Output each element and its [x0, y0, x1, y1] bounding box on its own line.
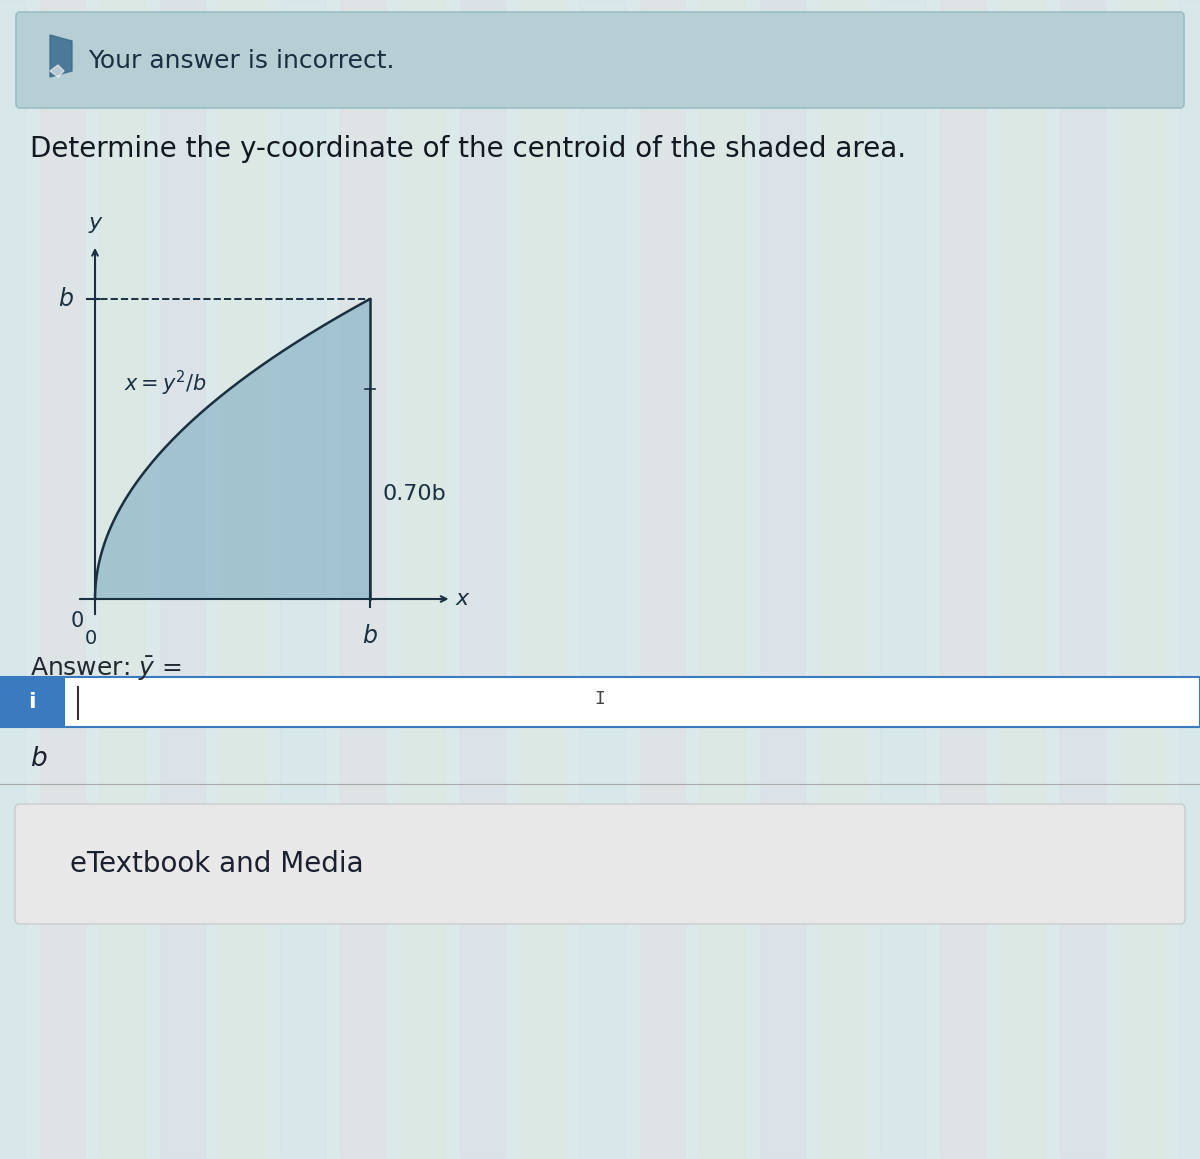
Bar [940, 0, 985, 1159]
Bar [1180, 0, 1200, 1159]
Bar [460, 0, 505, 1159]
Polygon shape [95, 299, 370, 599]
Text: y: y [89, 213, 102, 233]
FancyBboxPatch shape [0, 677, 1200, 727]
Bar [160, 0, 205, 1159]
Bar [1120, 0, 1165, 1159]
Bar [640, 0, 685, 1159]
Bar [700, 0, 745, 1159]
Bar [880, 0, 925, 1159]
Text: b: b [362, 624, 378, 648]
FancyBboxPatch shape [0, 677, 65, 727]
Text: 0: 0 [71, 611, 84, 630]
Text: x: x [455, 589, 468, 608]
Polygon shape [50, 65, 64, 76]
Bar [580, 0, 625, 1159]
Text: i: i [28, 692, 36, 712]
Bar [520, 0, 565, 1159]
Text: 0: 0 [85, 629, 97, 648]
Bar [1000, 0, 1045, 1159]
Bar [280, 0, 325, 1159]
Text: $x=y^2/b$: $x=y^2/b$ [125, 369, 208, 398]
FancyBboxPatch shape [14, 804, 1186, 924]
Bar [820, 0, 865, 1159]
Text: Answer: $\bar{y}$ =: Answer: $\bar{y}$ = [30, 655, 181, 683]
Text: Your answer is incorrect.: Your answer is incorrect. [88, 49, 395, 73]
Text: I: I [594, 690, 606, 708]
Text: Determine the y-coordinate of the centroid of the shaded area.: Determine the y-coordinate of the centro… [30, 134, 906, 163]
Text: eTextbook and Media: eTextbook and Media [70, 850, 364, 879]
Text: 0.70b: 0.70b [382, 484, 445, 504]
Bar [1060, 0, 1105, 1159]
Bar [400, 0, 445, 1159]
Bar [0, 0, 25, 1159]
Text: b: b [30, 746, 47, 772]
Bar [220, 0, 265, 1159]
Polygon shape [50, 35, 72, 76]
Bar [760, 0, 805, 1159]
FancyBboxPatch shape [16, 12, 1184, 108]
Bar [40, 0, 85, 1159]
Text: b: b [58, 287, 73, 311]
Bar [100, 0, 145, 1159]
Bar [340, 0, 385, 1159]
